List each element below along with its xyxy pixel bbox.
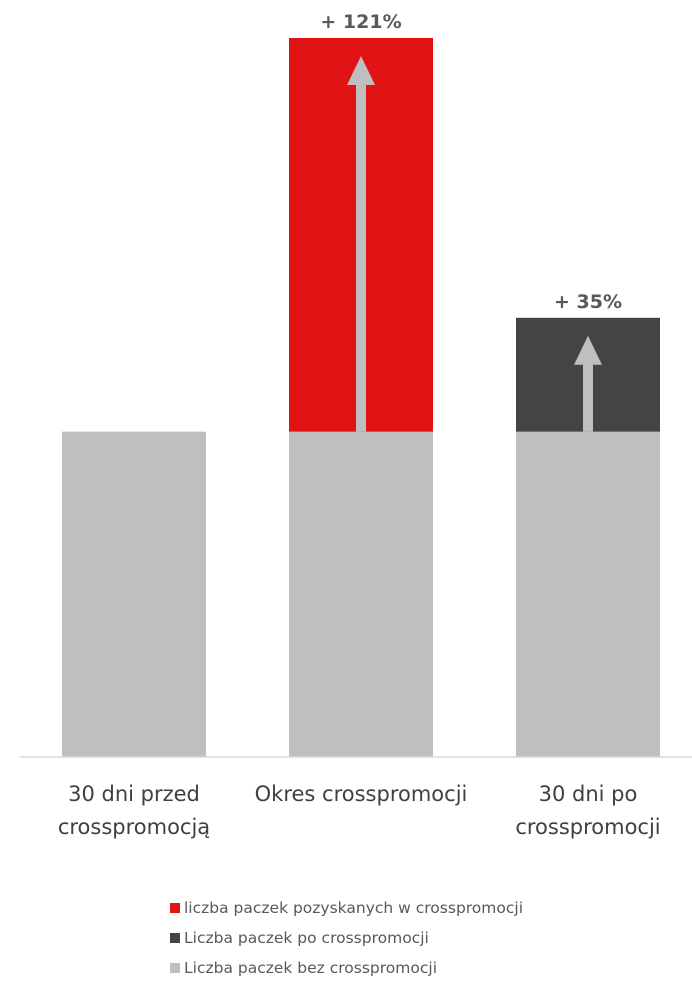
arrow-head-2 — [574, 335, 602, 365]
legend-swatch-1 — [170, 903, 180, 913]
bar-base-1 — [289, 431, 433, 757]
legend-item-0: Liczba paczek bez crosspromocji — [170, 953, 523, 983]
arrow-head-1 — [347, 56, 375, 85]
legend-item-2: Liczba paczek po crosspromocji — [170, 923, 523, 953]
legend-label-1: liczba paczek pozyskanych w crosspromocj… — [184, 899, 524, 917]
arrow-shaft-2 — [583, 363, 593, 432]
legend-label-2: Liczba paczek po crosspromocji — [184, 929, 429, 947]
legend: liczba paczek pozyskanych w crosspromocj… — [170, 893, 523, 983]
bar-base-2 — [516, 431, 660, 757]
legend-swatch-2 — [170, 933, 180, 943]
category-label-2: 30 dni po crosspromocji — [515, 782, 661, 839]
annotation-label-2: + 35% — [554, 291, 622, 313]
bar-base-0 — [62, 431, 206, 757]
arrow-shaft-1 — [356, 84, 366, 432]
category-label-0: 30 dni przed crosspromocją — [57, 782, 211, 839]
legend-swatch-0 — [170, 963, 180, 973]
legend-item-1: liczba paczek pozyskanych w crosspromocj… — [170, 893, 523, 923]
annotation-label-1: + 121% — [320, 11, 401, 33]
category-label-1: Okres crosspromocji — [254, 782, 468, 806]
legend-label-0: Liczba paczek bez crosspromocji — [184, 959, 437, 977]
